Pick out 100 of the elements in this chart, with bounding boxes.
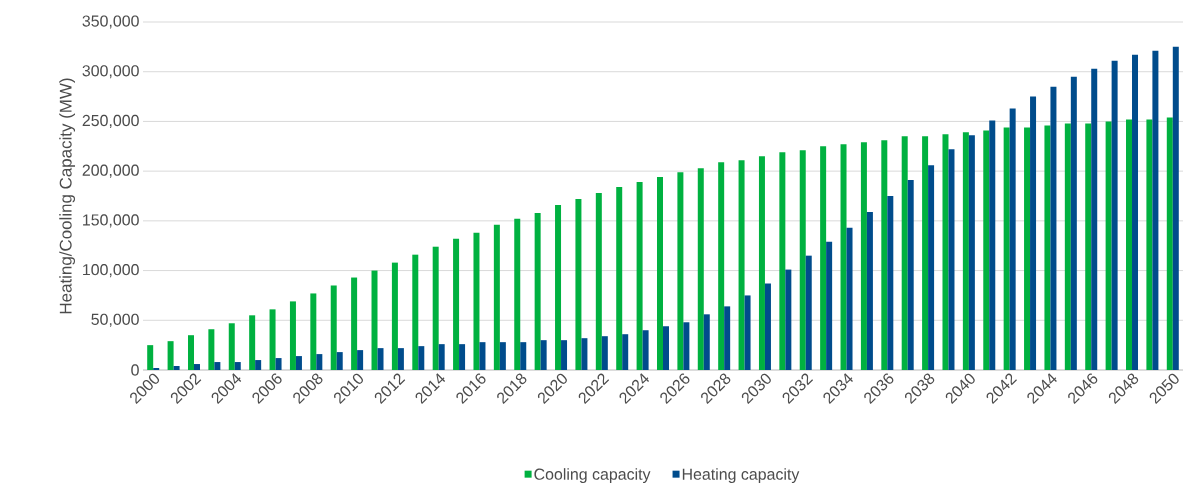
bar — [371, 270, 378, 370]
bar — [310, 293, 317, 370]
bar — [922, 136, 929, 370]
bar — [1070, 76, 1077, 370]
bar — [595, 193, 602, 370]
bar — [193, 364, 200, 370]
bar — [724, 306, 731, 370]
bar — [173, 366, 180, 370]
bar — [764, 283, 771, 370]
y-tick-label: 300,000 — [82, 65, 139, 79]
bar — [147, 345, 154, 370]
bar — [412, 254, 419, 370]
bar — [1091, 68, 1098, 370]
bar — [1003, 127, 1010, 370]
bar — [234, 362, 241, 370]
bar — [860, 142, 867, 370]
bar — [534, 212, 541, 370]
bar — [214, 362, 221, 370]
bar — [249, 315, 256, 370]
bar — [901, 136, 908, 370]
bar — [316, 354, 323, 370]
y-tick-label: 200,000 — [82, 164, 139, 178]
bar — [1009, 108, 1016, 370]
bar — [187, 335, 194, 370]
bar — [989, 120, 996, 370]
bar — [907, 180, 914, 370]
bar — [397, 348, 404, 370]
bar — [357, 350, 364, 370]
bar — [167, 341, 174, 370]
bar — [1064, 123, 1071, 370]
bar — [677, 172, 684, 370]
bar — [351, 277, 358, 370]
bar — [520, 342, 527, 370]
bar — [1044, 125, 1051, 370]
bar — [1050, 86, 1057, 370]
bar — [928, 165, 935, 370]
bar — [208, 329, 215, 370]
bar — [697, 168, 704, 370]
bar — [866, 211, 873, 370]
bar — [622, 334, 629, 370]
bar — [826, 241, 833, 370]
bar — [255, 360, 262, 370]
bar — [269, 309, 276, 370]
bar — [1085, 123, 1092, 370]
bar — [391, 262, 398, 370]
bar — [479, 342, 486, 370]
bar — [1024, 127, 1031, 370]
bar — [540, 340, 547, 370]
y-tick-label: 250,000 — [82, 114, 139, 129]
bar — [601, 336, 608, 370]
bar — [738, 160, 745, 370]
bar — [642, 330, 649, 370]
bar — [942, 134, 949, 370]
bar — [657, 177, 663, 370]
bar — [377, 348, 384, 370]
bar — [575, 198, 582, 370]
y-tick-label: 100,000 — [83, 263, 139, 278]
bar — [799, 150, 806, 370]
bar — [887, 196, 894, 370]
bar — [499, 342, 506, 370]
y-tick-label: 350,000 — [82, 15, 139, 29]
bar — [453, 238, 460, 370]
bar — [616, 187, 623, 370]
bar — [820, 146, 827, 370]
bar — [493, 224, 500, 370]
bar — [881, 140, 888, 370]
bar — [962, 132, 969, 370]
legend-label: Heating capacity — [682, 468, 800, 484]
bar — [336, 352, 343, 370]
y-axis-title: Heating/Cooling Capacity (MW) — [59, 78, 76, 314]
bar — [228, 323, 235, 370]
bar — [1172, 46, 1179, 370]
legend-label: Cooling capacity — [534, 468, 651, 484]
bar — [1166, 117, 1173, 370]
bar — [948, 149, 955, 370]
bar — [432, 246, 439, 370]
bar — [744, 295, 751, 370]
y-tick-label: 50,000 — [91, 313, 139, 327]
bar — [275, 358, 282, 370]
bar — [663, 326, 669, 370]
bar — [805, 255, 812, 370]
bar — [1030, 96, 1037, 370]
bar — [1126, 119, 1133, 370]
bar — [718, 162, 725, 370]
bar — [636, 182, 643, 370]
bar — [1105, 121, 1112, 370]
bar — [473, 232, 480, 370]
bar — [840, 144, 847, 370]
bar — [846, 227, 853, 370]
bar — [785, 269, 792, 370]
bar — [758, 156, 765, 370]
bar — [295, 356, 302, 370]
bar — [561, 340, 568, 370]
bar — [459, 344, 466, 370]
bar — [289, 301, 296, 370]
bar — [438, 344, 445, 370]
bar — [1152, 50, 1159, 370]
bar — [1146, 119, 1153, 370]
bar — [983, 130, 990, 370]
bar — [1111, 60, 1118, 370]
